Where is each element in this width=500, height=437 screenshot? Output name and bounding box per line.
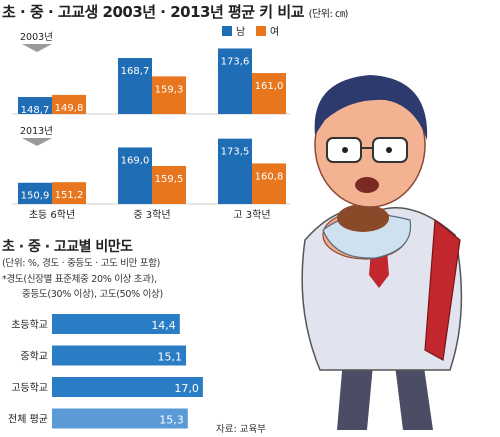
year-arrow-2003 bbox=[22, 44, 52, 52]
legend-female-swatch bbox=[256, 26, 266, 36]
obesity-definition-note-2: 중등도(30% 이상), 고도(50% 이상) bbox=[22, 289, 163, 300]
obesity-bar-1 bbox=[52, 345, 187, 366]
obesity-category-1: 중학교 bbox=[20, 351, 48, 363]
label-female-2013-2: 160,8 bbox=[255, 171, 284, 182]
category-label-1: 중 3학년 bbox=[133, 209, 170, 221]
obesity-value-0: 14,4 bbox=[151, 319, 176, 332]
student-eating-illustration bbox=[301, 75, 463, 430]
obesity-bar-chart: 초등학교 14,4 중학교 15,1 고등학교 17,0 전체 평균 15,3 bbox=[8, 314, 203, 429]
legend-male-swatch bbox=[222, 26, 232, 36]
bar-male-2003-1 bbox=[118, 58, 152, 114]
year-label-2003: 2003년 bbox=[20, 32, 53, 43]
obesity-bar-0 bbox=[52, 314, 180, 334]
label-male-2003-1: 168,7 bbox=[121, 66, 150, 77]
year-arrow-2013 bbox=[22, 138, 52, 146]
label-female-2013-0: 151,2 bbox=[55, 190, 84, 201]
label-female-2003-2: 161,0 bbox=[255, 81, 284, 92]
label-male-2003-0: 148,7 bbox=[21, 105, 50, 116]
bar-female-2003-1 bbox=[152, 76, 186, 114]
height-chart-unit: (단위: ㎝) bbox=[308, 9, 349, 20]
obesity-unit-note: (단위: %, 경도 · 중등도 · 고도 비만 포함) bbox=[2, 258, 161, 269]
obesity-category-2: 고등학교 bbox=[11, 382, 48, 394]
bar-male-2003-2 bbox=[218, 48, 252, 115]
bar-female-2003-0 bbox=[52, 94, 86, 114]
category-label-2: 고 3학년 bbox=[233, 209, 270, 221]
label-female-2003-1: 159,3 bbox=[155, 84, 184, 95]
bar-male-2013-2 bbox=[218, 138, 252, 204]
bar-female-2013-2 bbox=[252, 163, 286, 204]
obesity-category-3: 전체 평균 bbox=[8, 414, 48, 426]
legend-female-label: 여 bbox=[270, 26, 279, 38]
bar-female-2013-0 bbox=[52, 182, 86, 204]
obesity-value-3: 15,3 bbox=[159, 414, 184, 427]
bar-male-2013-0 bbox=[18, 182, 52, 204]
obesity-bar-2 bbox=[52, 377, 203, 397]
obesity-value-2: 17,0 bbox=[174, 382, 199, 395]
label-male-2013-0: 150,9 bbox=[21, 191, 50, 202]
height-chart-title: 초 · 중 · 고교생 2003년 · 2013년 평균 키 비교 (단위: ㎝… bbox=[2, 3, 349, 21]
label-male-2013-2: 173,5 bbox=[221, 147, 250, 158]
year-label-2013: 2013년 bbox=[20, 126, 53, 137]
obesity-category-0: 초등학교 bbox=[11, 319, 48, 331]
label-male-2003-2: 173,6 bbox=[221, 56, 250, 67]
obesity-bar-3 bbox=[52, 408, 188, 429]
category-label-0: 초등 6학년 bbox=[29, 209, 75, 221]
bar-female-2003-2 bbox=[252, 73, 286, 114]
bar-male-2013-1 bbox=[118, 147, 152, 204]
legend-male-label: 남 bbox=[236, 26, 245, 38]
source-label: 자료: 교육부 bbox=[216, 424, 266, 435]
label-male-2013-1: 169,0 bbox=[121, 155, 150, 166]
obesity-chart-title: 초 · 중 · 고교별 비만도 bbox=[2, 239, 133, 255]
bar-female-2013-1 bbox=[152, 165, 186, 204]
label-female-2003-0: 149,8 bbox=[55, 103, 84, 114]
obesity-value-1: 15,1 bbox=[158, 351, 183, 364]
bar-male-2003-0 bbox=[18, 97, 52, 114]
label-female-2013-1: 159,5 bbox=[155, 174, 184, 185]
obesity-definition-note-1: *경도(신장별 표준체중 20% 이상 초과), bbox=[2, 274, 157, 285]
